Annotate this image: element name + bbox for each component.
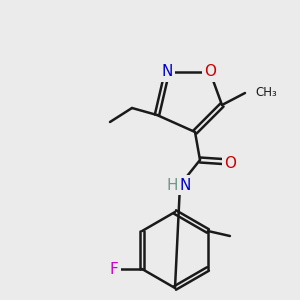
Text: F: F	[110, 262, 118, 277]
Text: H: H	[166, 178, 178, 193]
Text: N: N	[179, 178, 191, 193]
Text: N: N	[161, 64, 173, 80]
Text: CH₃: CH₃	[255, 86, 277, 100]
Text: O: O	[224, 157, 236, 172]
Text: O: O	[204, 64, 216, 80]
